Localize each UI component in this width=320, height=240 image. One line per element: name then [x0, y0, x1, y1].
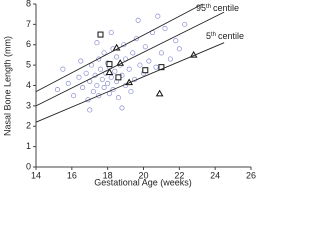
square-point [106, 61, 113, 68]
scatter-point [128, 89, 134, 95]
scatter-point [80, 84, 86, 91]
x-tick-label: 20 [138, 170, 148, 180]
scatter-point [142, 44, 148, 50]
scatter-point [135, 17, 141, 23]
scatter-point [99, 76, 105, 82]
scatter-point [108, 74, 114, 80]
y-tick-label: 7 [26, 19, 31, 29]
scatter-point [155, 13, 161, 19]
scatter-point [108, 29, 114, 36]
y-tick-label: 3 [26, 100, 31, 110]
scatter-point [114, 54, 120, 60]
scatter-point [158, 50, 164, 56]
y-tick-label: 2 [26, 121, 31, 131]
scatter-point [101, 50, 107, 56]
scatter-point [76, 74, 82, 80]
x-tick-label: 24 [210, 170, 220, 180]
scatter-point [173, 38, 179, 44]
x-tick-label: 18 [103, 170, 113, 180]
square-point [142, 67, 149, 74]
annotation-number: 95 [196, 3, 206, 13]
x-tick-label: 14 [31, 170, 41, 180]
scatter-point [137, 62, 143, 68]
y-axis-label: Nasal Bone Length (mm) [2, 36, 12, 136]
y-tick-label: 0 [26, 161, 31, 171]
scatter-point [167, 56, 173, 62]
x-tick-label: 16 [67, 170, 77, 180]
scatter-point [96, 56, 102, 62]
scatter-point [112, 68, 118, 74]
scatter-point [60, 66, 66, 72]
annotation: 95th centile [196, 3, 239, 13]
square-point [97, 31, 104, 38]
triangle-point [155, 89, 164, 97]
x-tick-label: 26 [246, 170, 256, 180]
scatter-point [97, 66, 104, 72]
y-tick-label: 4 [26, 80, 31, 90]
chart: Gestational Age (weeks) Nasal Bone Lengt… [2, 0, 256, 187]
scatter-point [65, 80, 71, 87]
triangle-point [105, 68, 114, 75]
y-tick-label: 5 [26, 60, 31, 70]
scatter-point [146, 58, 152, 64]
scatter-point [133, 36, 139, 42]
scatter-point [96, 93, 102, 99]
scatter-point [87, 107, 93, 113]
scatter-point [130, 50, 136, 56]
scatter-point [101, 84, 107, 91]
scatter-point [153, 64, 159, 70]
scatter-point [119, 105, 125, 111]
scatter-point [105, 80, 111, 87]
centile-line [35, 42, 225, 123]
scatter-point [83, 70, 89, 76]
scatter-point [54, 87, 61, 93]
y-tick-label: 6 [26, 39, 31, 49]
scatter-point [110, 87, 116, 93]
square-point [115, 74, 122, 81]
scatter-point [88, 62, 95, 68]
scatter-point [115, 95, 121, 101]
scatter-point [182, 21, 188, 27]
scatter-point [78, 58, 84, 64]
y-tick-label: 8 [26, 0, 31, 8]
scatter-point [94, 40, 100, 46]
annotation-number: 5 [206, 31, 211, 41]
x-axis-label: Gestational Age (weeks) [94, 177, 192, 187]
annotation-text: centile [218, 31, 244, 41]
scatter-point [71, 93, 77, 99]
scatter-point [126, 66, 132, 72]
annotation-suffix: th [206, 4, 211, 10]
centile-line [35, 11, 225, 107]
y-tick-label: 1 [26, 141, 31, 151]
annotation: 5th centile [206, 31, 244, 41]
scatter-point [176, 46, 182, 52]
x-tick-label: 22 [174, 170, 184, 180]
centile-line [35, 3, 203, 93]
scatter-point [162, 25, 168, 32]
annotation-text: centile [213, 3, 239, 13]
scatter-point [94, 82, 100, 89]
scatter-point [90, 89, 96, 95]
annotation-suffix: th [211, 32, 216, 38]
